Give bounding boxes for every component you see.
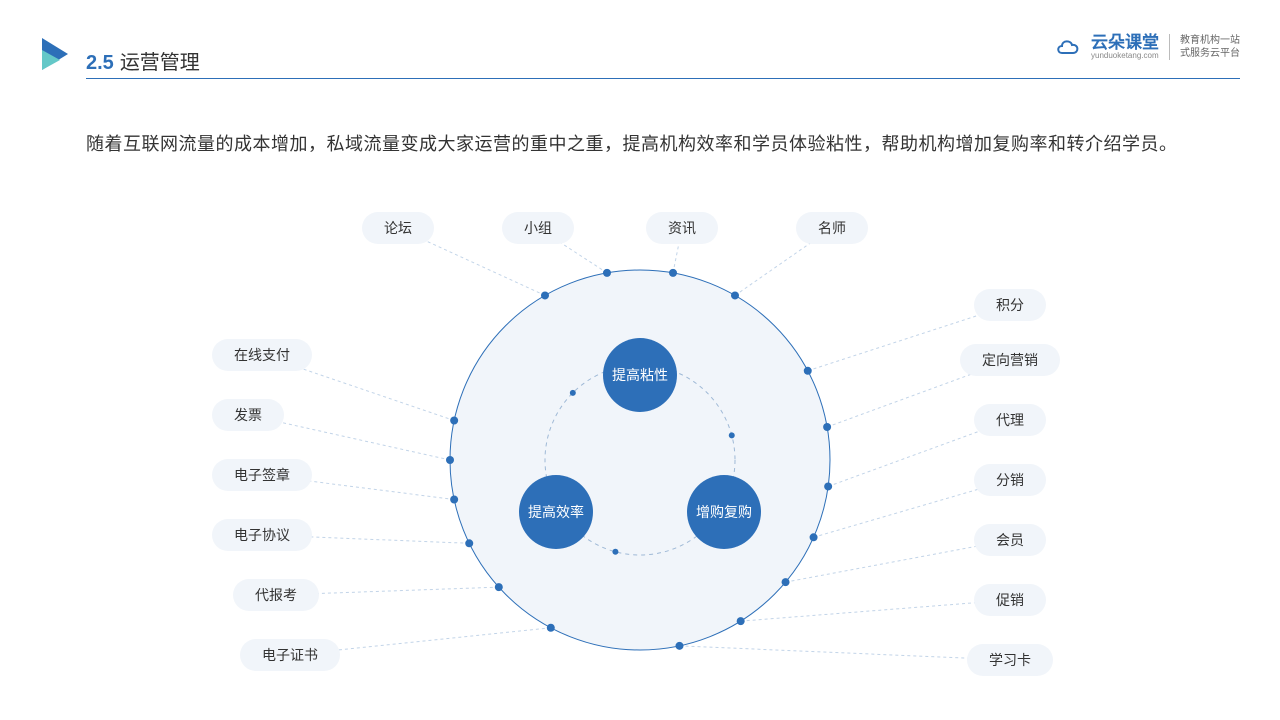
brand-url: yunduoketang.com (1091, 51, 1159, 60)
section-number: 2.5 (86, 52, 114, 74)
diagram-svg (0, 200, 1280, 720)
cloud-icon (1055, 37, 1081, 57)
brand-block: 云朵课堂 yunduoketang.com 教育机构一站 式服务云平台 (1055, 34, 1240, 60)
section-title-text: 运营管理 (120, 52, 200, 74)
node-member: 会员 (974, 524, 1046, 556)
brand-tagline: 教育机构一站 式服务云平台 (1180, 34, 1240, 60)
node-forum: 论坛 (362, 212, 434, 244)
hub-sticky: 提高粘性 (603, 338, 677, 412)
node-card: 学习卡 (967, 644, 1053, 676)
hub-repeat: 增购复购 (687, 475, 761, 549)
section-title: 2.5 运营管理 (86, 46, 200, 75)
node-regexam: 代报考 (233, 579, 319, 611)
operations-diagram: 论坛 小组 资讯 名师积分定向营销代理分销会员促销学习卡 在线支付发票电子签章电子协议代… (0, 200, 1280, 720)
node-promo: 促销 (974, 584, 1046, 616)
hub-efficient: 提高效率 (519, 475, 593, 549)
brand-text-wrap: 云朵课堂 yunduoketang.com (1091, 34, 1159, 60)
node-news: 资讯 (646, 212, 718, 244)
title-underline (86, 78, 1240, 79)
node-invoice: 发票 (212, 399, 284, 431)
node-ecert: 电子证书 (240, 639, 340, 671)
node-pay: 在线支付 (212, 339, 312, 371)
node-points: 积分 (974, 289, 1046, 321)
slide-description: 随着互联网流量的成本增加，私域流量变成大家运营的重中之重，提高机构效率和学员体验… (86, 128, 1230, 161)
node-eagree: 电子协议 (212, 519, 312, 551)
node-dist: 分销 (974, 464, 1046, 496)
node-dm: 定向营销 (960, 344, 1060, 376)
node-group: 小组 (502, 212, 574, 244)
node-teacher: 名师 (796, 212, 868, 244)
brand-name: 云朵课堂 (1091, 34, 1159, 51)
brand-divider (1169, 34, 1170, 60)
slide-header: 2.5 运营管理 云朵课堂 yunduoketang.com 教育机构一站 式服务… (0, 28, 1280, 88)
header-arrow-icon (38, 36, 74, 77)
node-esign: 电子签章 (212, 459, 312, 491)
node-agent: 代理 (974, 404, 1046, 436)
